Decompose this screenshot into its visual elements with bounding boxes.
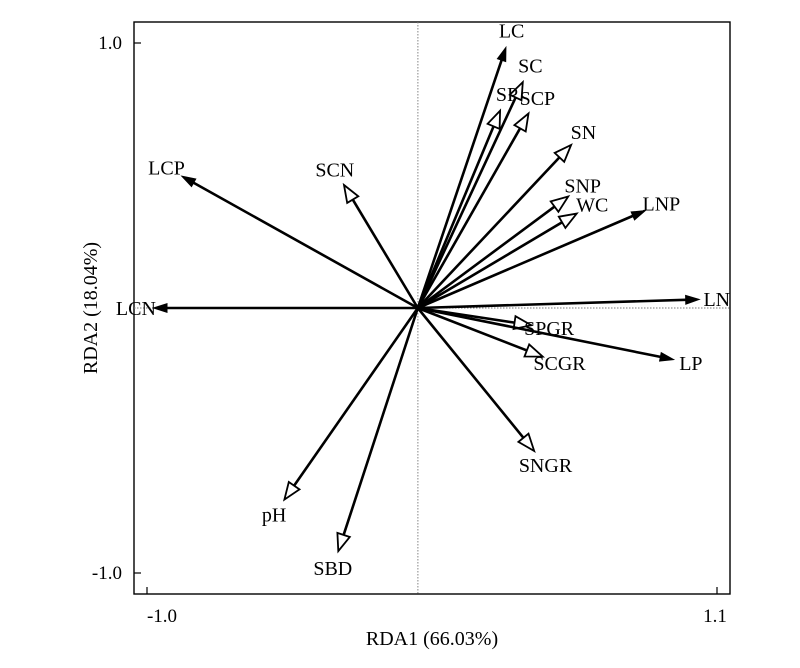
vector-scgr: SCGR — [417, 306, 586, 375]
label-scn: SCN — [315, 160, 354, 182]
vector-shaft-sc — [416, 96, 517, 309]
arrowhead-wc — [557, 212, 579, 230]
vector-lc: LC — [416, 21, 525, 309]
vector-sbd: SBD — [313, 307, 420, 580]
label-ln: LN — [703, 289, 730, 311]
vector-shaft-scgr — [417, 306, 528, 352]
vector-shaft-ln — [417, 298, 686, 310]
label-sbd: SBD — [313, 558, 352, 580]
vector-sn: SN — [416, 122, 597, 309]
label-scp: SCP — [520, 88, 556, 110]
arrowhead-ln — [685, 294, 701, 305]
label-snp: SNP — [564, 176, 601, 198]
label-spgr: SPGR — [524, 318, 575, 340]
arrowhead-spgr — [512, 314, 534, 331]
arrowhead-lcp — [180, 175, 197, 188]
vector-shaft-lc — [416, 59, 503, 309]
y-tick-label-bottom: -1.0 — [92, 563, 122, 584]
vector-shaft-sn — [416, 156, 561, 309]
arrowhead-scn — [342, 182, 360, 205]
label-lcp: LCP — [148, 158, 185, 180]
label-sp: SP — [496, 84, 518, 106]
arrowhead-sc — [508, 79, 524, 102]
label-scgr: SCGR — [533, 353, 586, 375]
vector-shaft-sbd — [342, 307, 420, 536]
label-sngr: SNGR — [519, 455, 573, 477]
vector-lnp: LNP — [417, 194, 681, 310]
y-tick-label-top: 1.0 — [98, 33, 122, 54]
vector-shaft-lp — [417, 306, 661, 359]
arrowhead-sp — [486, 108, 502, 131]
label-lp: LP — [679, 353, 702, 375]
arrowhead-ph — [282, 480, 302, 502]
vector-lp: LP — [417, 306, 703, 375]
label-lcn: LCN — [116, 298, 156, 320]
arrowhead-snp — [549, 194, 571, 214]
arrowhead-lc — [496, 45, 507, 63]
vector-ln: LN — [417, 289, 730, 311]
x-axis-label: RDA1 (66.03%) — [366, 628, 498, 650]
label-sc: SC — [518, 56, 542, 78]
label-wc: WC — [576, 194, 608, 216]
vector-shaft-scn — [351, 198, 419, 309]
arrowhead-lp — [658, 351, 676, 362]
vector-sc: SC — [416, 56, 543, 309]
arrowhead-scp — [512, 111, 530, 133]
y-axis-label: RDA2 (18.04%) — [80, 242, 102, 374]
vector-sngr: SNGR — [416, 307, 573, 477]
vector-wc: WC — [417, 194, 608, 310]
label-sn: SN — [571, 122, 597, 144]
arrowhead-sbd — [336, 531, 352, 554]
vector-lcp: LCP — [148, 158, 419, 310]
vector-shaft-ph — [293, 307, 419, 487]
label-ph: pH — [262, 504, 286, 526]
arrowhead-scgr — [523, 342, 546, 358]
vector-shaft-sp — [416, 125, 495, 309]
vector-shaft-sngr — [416, 307, 525, 439]
vector-shaft-scp — [416, 127, 522, 309]
vector-shaft-lnp — [417, 214, 634, 310]
arrowhead-sn — [553, 143, 573, 164]
vector-sp: SP — [416, 84, 518, 309]
vector-shaft-lcp — [192, 181, 419, 310]
x-tick-label-right: 1.1 — [703, 606, 727, 627]
label-lc: LC — [499, 21, 525, 43]
vector-ph: pH — [262, 307, 419, 526]
vector-shaft-wc — [417, 221, 563, 310]
label-lnp: LNP — [643, 194, 681, 216]
vector-scp: SCP — [416, 88, 556, 309]
x-tick-label-left: -1.0 — [147, 606, 177, 627]
vector-scn: SCN — [315, 160, 419, 309]
vector-shaft-snp — [417, 205, 556, 310]
arrowhead-lnp — [630, 210, 647, 221]
vector-snp: SNP — [417, 176, 601, 310]
arrowhead-lcn — [151, 302, 168, 314]
arrowhead-sngr — [516, 432, 536, 453]
vector-lcn: LCN — [116, 298, 418, 320]
